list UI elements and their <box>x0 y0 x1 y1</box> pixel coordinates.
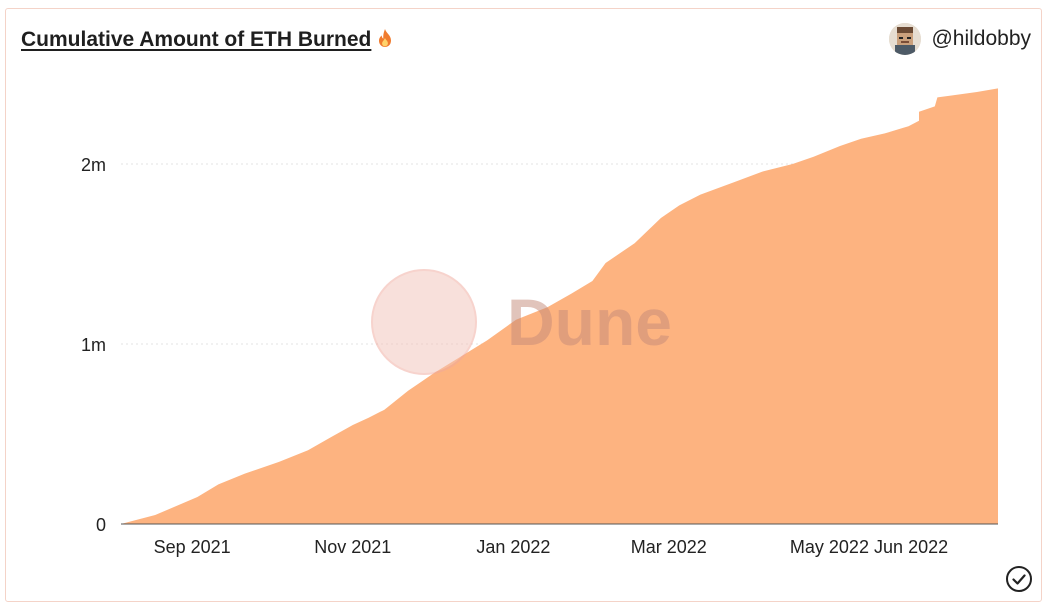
author-name: @hildobby <box>931 27 1031 50</box>
x-tick-label: Sep 2021 <box>154 537 231 557</box>
pixel-avatar-icon <box>889 23 922 55</box>
y-tick-label: 0 <box>96 515 106 535</box>
x-tick-label: May 2022 <box>790 537 869 557</box>
chart-card: Cumulative Amount of ETH Burned @hildobb… <box>5 8 1042 602</box>
author-link[interactable]: @hildobby <box>889 23 1031 55</box>
watermark-text: Dune <box>507 285 672 359</box>
dune-logo-icon <box>371 269 477 375</box>
y-axis: 0 1m 2m <box>81 155 106 535</box>
fire-icon <box>379 29 392 47</box>
chart-title-text: Cumulative Amount of ETH Burned <box>21 28 372 51</box>
x-tick-label: Jan 2022 <box>476 537 550 557</box>
dune-watermark: Dune <box>371 269 672 375</box>
check-circle-icon[interactable] <box>1005 565 1033 593</box>
series-area <box>121 88 998 525</box>
x-tick-label: Nov 2021 <box>314 537 391 557</box>
y-tick-label: 2m <box>81 155 106 175</box>
chart-title-link[interactable]: Cumulative Amount of ETH Burned <box>21 28 394 52</box>
area-chart: 0 1m 2m Sep 2021 Nov 2021 Jan 2022 Mar 2022 Ma… <box>81 88 998 557</box>
x-tick-label: Jun 2022 <box>874 537 948 557</box>
x-tick-label: Mar 2022 <box>631 537 707 557</box>
x-axis: Sep 2021 Nov 2021 Jan 2022 Mar 2022 May 2022… <box>154 537 949 557</box>
y-tick-label: 1m <box>81 335 106 355</box>
